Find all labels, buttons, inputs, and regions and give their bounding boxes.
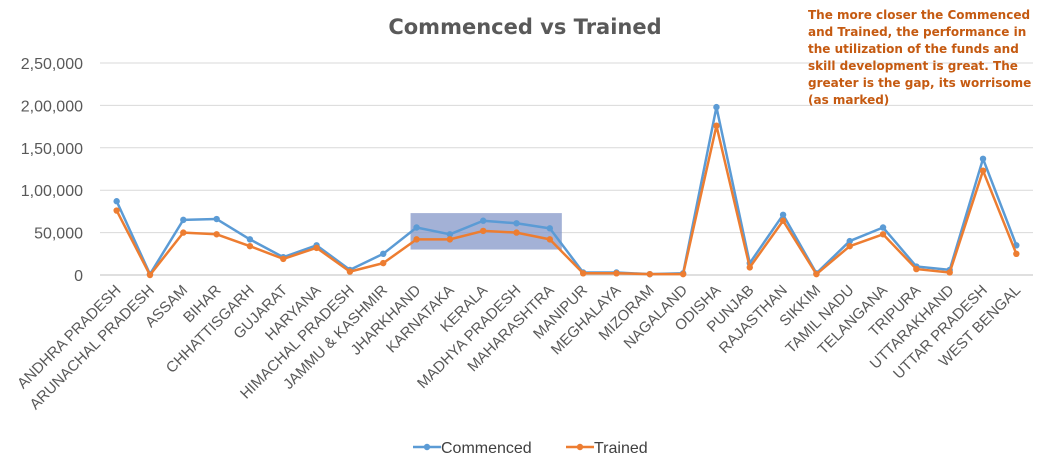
data-point-trained: [313, 244, 320, 252]
data-point-trained: [979, 167, 987, 174]
gridlines: [100, 62, 1033, 276]
data-point-trained: [380, 259, 387, 267]
data-point-commenced: [246, 236, 254, 243]
y-tick-label: 1,50,000: [21, 141, 83, 158]
data-point-trained: [779, 217, 787, 224]
data-point-trained: [846, 242, 853, 250]
legend-marker-trained: [576, 443, 584, 451]
data-point-trained: [246, 242, 254, 250]
data-point-commenced: [413, 224, 420, 231]
data-point-trained: [113, 207, 120, 214]
y-tick-label: 2,50,000: [21, 56, 83, 73]
data-point-commenced: [779, 211, 787, 218]
legend: Commenced Trained: [413, 440, 648, 457]
data-point-trained: [280, 255, 287, 263]
data-point-commenced: [979, 155, 987, 163]
data-point-commenced: [380, 250, 387, 257]
data-point-trained: [413, 236, 420, 243]
data-point-trained: [213, 231, 220, 238]
data-point-commenced: [546, 225, 554, 232]
data-point-commenced: [846, 237, 853, 245]
data-point-trained: [579, 270, 587, 277]
data-point-commenced: [513, 220, 520, 227]
legend-marker-commenced: [423, 443, 431, 451]
chart-title: Commenced vs Trained: [388, 15, 661, 39]
y-tick-label: 1,00,000: [21, 183, 83, 200]
series-line-commenced: [115, 105, 1018, 276]
data-point-trained: [713, 122, 720, 129]
data-point-trained: [513, 229, 520, 236]
data-point-trained: [346, 268, 354, 275]
data-point-trained: [446, 236, 454, 243]
series-group: [113, 103, 1020, 279]
data-point-commenced: [446, 231, 454, 238]
data-point-trained: [479, 227, 487, 235]
chart-annotation: The more closer the Commenced and Traine…: [808, 8, 1032, 107]
data-point-commenced: [113, 198, 120, 205]
data-point-commenced: [180, 216, 187, 224]
legend-label-commenced: Commenced: [441, 440, 532, 457]
data-point-commenced: [479, 217, 487, 224]
data-point-trained: [613, 270, 620, 277]
data-point-trained: [180, 229, 187, 236]
y-axis-ticks: 0 50,000 1,00,000 1,50,000 2,00,000 2,50,000: [21, 56, 83, 285]
data-point-trained: [1013, 250, 1020, 257]
data-point-trained: [879, 231, 887, 238]
y-tick-label: 0: [74, 268, 83, 285]
data-point-trained: [146, 271, 154, 279]
data-point-trained: [679, 270, 687, 278]
data-point-trained: [946, 269, 953, 276]
data-point-commenced: [879, 224, 887, 231]
y-tick-label: 2,00,000: [21, 98, 83, 115]
data-point-commenced: [213, 215, 220, 223]
data-point-trained: [813, 270, 820, 278]
data-point-trained: [646, 270, 654, 278]
y-tick-label: 50,000: [34, 226, 83, 243]
legend-label-trained: Trained: [594, 440, 648, 457]
data-point-trained: [913, 265, 920, 273]
data-point-commenced: [713, 103, 720, 111]
data-point-trained: [746, 264, 753, 271]
data-point-trained: [546, 236, 554, 243]
series-line-trained: [115, 124, 1018, 277]
